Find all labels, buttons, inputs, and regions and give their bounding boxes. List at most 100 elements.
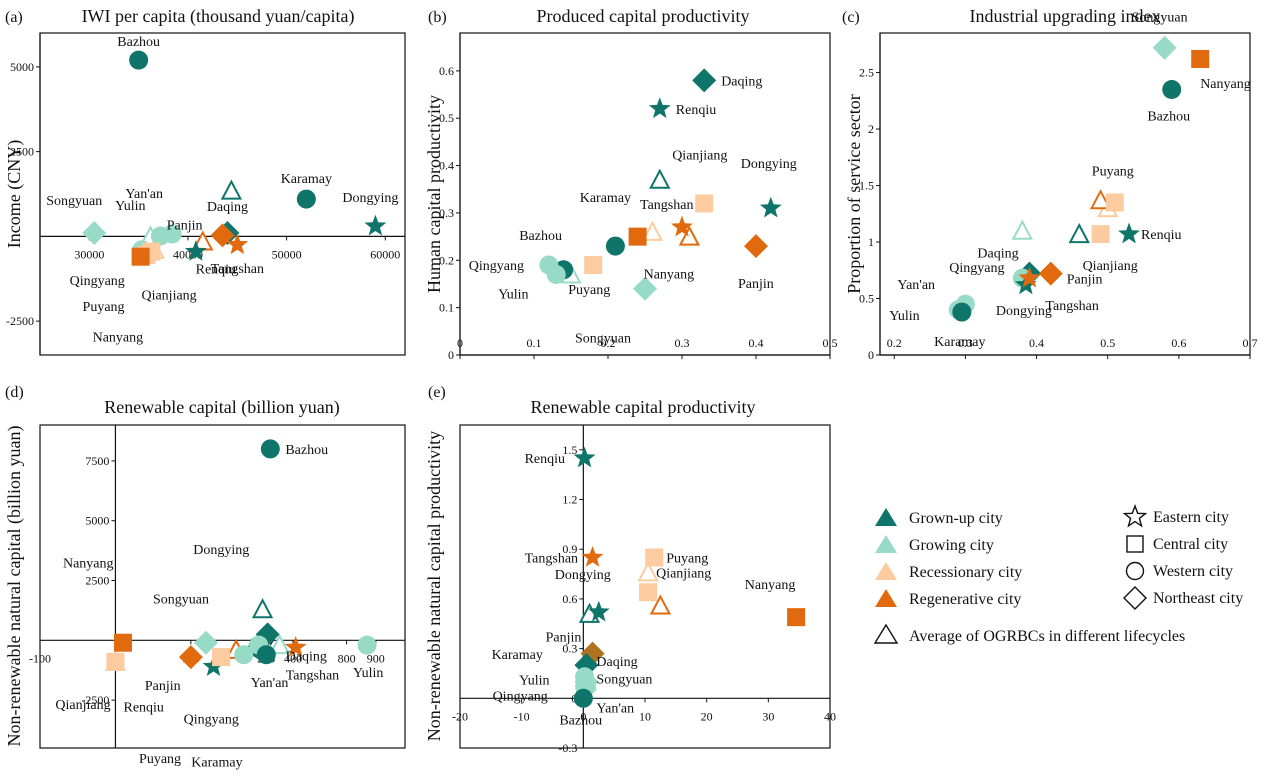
point-label: Yulin (115, 199, 145, 214)
y-tick-label: 5000 (85, 514, 109, 528)
data-point-renqiu (1118, 222, 1140, 244)
point-label: Dongying (555, 568, 611, 583)
panel-tag: (e) (428, 384, 446, 401)
data-point-renqiu (648, 97, 671, 119)
point-label: Panjin (145, 679, 181, 694)
data-point-dongying (364, 214, 387, 236)
average-marker-grown-up (649, 168, 671, 189)
average-marker-recessionary (637, 561, 659, 582)
point-label: Karamay (492, 648, 543, 663)
data-point-karamay (256, 645, 276, 665)
point-label: Qianjiang (141, 289, 196, 304)
data-point-tangshan (284, 636, 307, 657)
y-tick-label: 2.5 (859, 66, 874, 80)
data-point-nanyang (113, 633, 132, 652)
panel-tag: (a) (5, 9, 23, 26)
point-label: Renqiu (525, 452, 565, 467)
y-axis-label: Income (CNY) (4, 140, 25, 248)
legend-average-icon (873, 623, 899, 644)
data-point-dongying (587, 600, 610, 622)
x-tick-label: 0.2 (601, 336, 616, 350)
panel-tag: (c) (842, 9, 860, 26)
point-label: Qianjiang (672, 148, 727, 163)
point-label: Nanyang (1200, 77, 1251, 92)
x-tick-label: 0 (580, 709, 586, 723)
average-marker-growing (269, 633, 291, 655)
y-tick-label: 0.9 (562, 542, 577, 556)
y-tick-label: 1.5 (562, 443, 577, 457)
y-tick-label: 0.2 (439, 253, 454, 267)
data-point-songyuan (193, 630, 218, 655)
legend-recessionary-icon (875, 562, 897, 580)
point-label: Qingyang (493, 690, 548, 705)
point-label: Qingyang (184, 713, 239, 728)
panel-tag: (d) (5, 384, 24, 401)
point-label: Bazhou (559, 713, 602, 728)
x-tick-label: -20 (452, 709, 468, 723)
point-label: Yan'an (596, 702, 634, 717)
x-tick-label: 0.5 (823, 336, 838, 350)
x-tick-label: 0.4 (749, 336, 764, 350)
x-tick-label: 800 (338, 651, 356, 665)
data-point-panjin (178, 645, 203, 670)
x-tick-label: 50000 (272, 247, 302, 261)
point-label: Nanyang (63, 557, 114, 572)
point-label: Songyuan (153, 593, 209, 608)
y-tick-label: -2500 (81, 693, 109, 707)
data-point-renqiu (184, 240, 207, 261)
data-point-panjin (1038, 261, 1063, 286)
y-tick-label: 0.1 (439, 301, 454, 315)
data-point-qianjiang (695, 194, 714, 213)
x-tick-label: 0.2 (887, 336, 902, 350)
point-label: Dongying (193, 543, 249, 558)
legend-star-icon (1122, 503, 1148, 528)
x-tick-label: 40 (824, 709, 836, 723)
point-label: Daqing (977, 247, 1018, 262)
data-point-karamay (952, 302, 972, 322)
point-label: Yulin (353, 666, 383, 681)
point-label: Dongying (996, 304, 1052, 319)
average-marker-grown-up (1068, 222, 1090, 244)
x-tick-label: 60000 (370, 247, 400, 261)
average-marker-regenerative (1089, 189, 1112, 210)
panel-c: 0.2 0.3 0.4 0.5 0.6 0.7 0 0.5 1 1.5 2 2.5 (c) Industr… (842, 6, 1258, 362)
point-label: Qingyang (949, 261, 1004, 276)
data-point-qingyang (234, 645, 254, 665)
y-tick-label: 0.5 (859, 292, 874, 306)
point-label: Qianjiang (656, 566, 711, 581)
x-tick-label: 0.5 (1100, 336, 1115, 350)
data-point-tangshan (1018, 266, 1041, 288)
y-tick-label: 0.6 (562, 592, 577, 606)
point-label: Panjin (738, 277, 774, 292)
legend-label: Northeast city (1153, 590, 1243, 607)
x-tick-label: 0.1 (527, 336, 542, 350)
y-tick-label: 1.2 (562, 493, 577, 507)
point-label: Nanyang (644, 268, 695, 283)
chart-title: Renewable capital productivity (531, 397, 756, 417)
y-tick-label: -0.3 (558, 741, 577, 755)
x-tick-label: 0.4 (1029, 336, 1044, 350)
chart-title: IWI per capita (thousand yuan/capita) (82, 6, 355, 27)
legend-growing-icon (875, 535, 897, 553)
point-label: Karamay (281, 172, 332, 187)
data-point-puyang (645, 548, 664, 567)
average-marker-growing (1011, 219, 1033, 240)
point-label: Puyang (666, 552, 708, 567)
point-label: Bazhou (117, 35, 160, 50)
point-label: Puyang (568, 283, 610, 298)
data-point-puyang (212, 648, 231, 667)
data-point-nanyang (131, 247, 150, 266)
panel-b: 0 0.1 0.2 0.3 0.4 0.5 0 0.1 0.2 0.3 0.4 0.5 0.6 (b) Pr… (424, 6, 838, 362)
data-point-yulin (357, 635, 377, 655)
point-label: Daqing (596, 655, 637, 670)
point-label: Renqiu (123, 701, 163, 716)
point-label: Dongying (342, 191, 398, 206)
legend-label: Recessionary city (909, 564, 1022, 581)
average-marker-recessionary (641, 220, 664, 241)
y-tick-label: 0.5 (439, 111, 454, 125)
x-tick-label: 0.3 (675, 336, 690, 350)
point-label: Yulin (498, 288, 528, 303)
point-label: Bazhou (285, 443, 328, 458)
x-tick-label: 30 (762, 709, 774, 723)
point-label: Daqing (721, 74, 762, 89)
